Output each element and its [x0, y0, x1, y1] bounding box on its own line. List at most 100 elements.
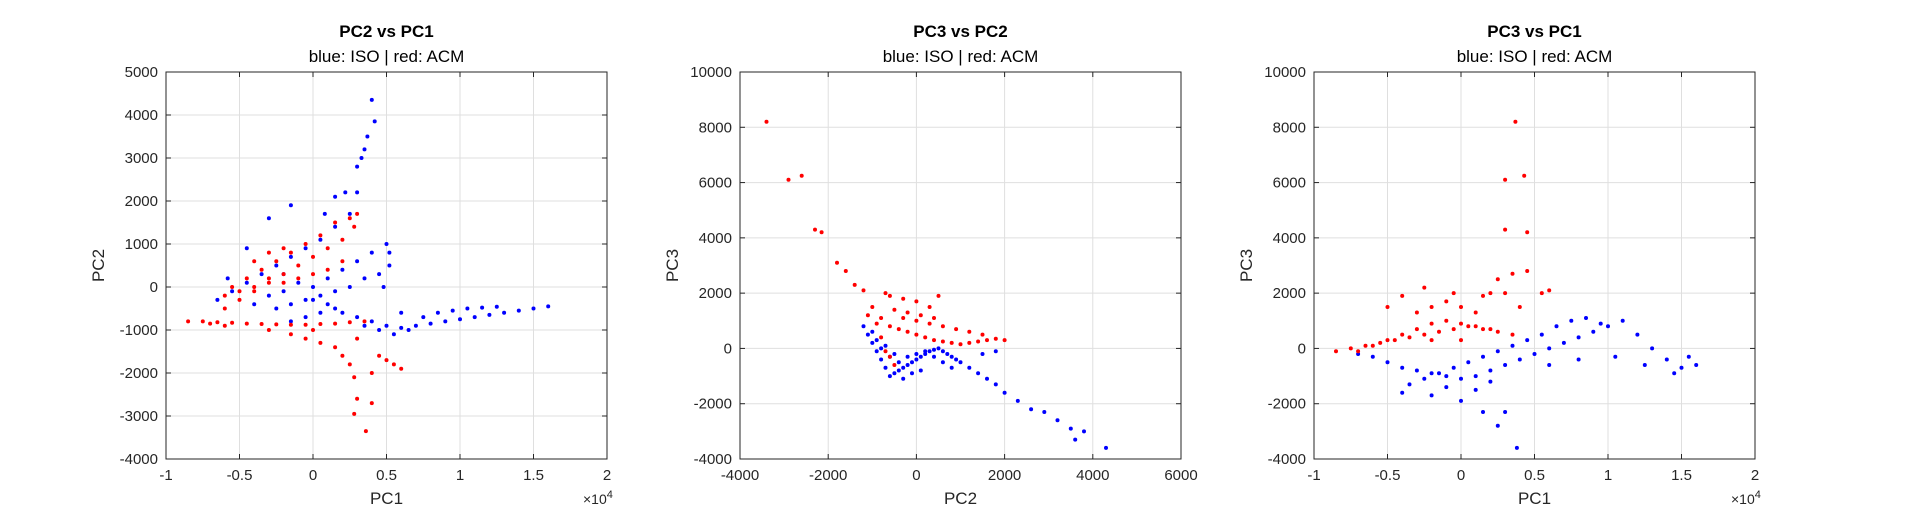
data-point	[244, 246, 249, 251]
data-point	[1029, 407, 1034, 412]
x-exponent-power: 4	[607, 489, 613, 501]
data-point	[940, 324, 945, 329]
data-point	[1002, 390, 1007, 395]
data-point	[1495, 349, 1500, 354]
data-point	[347, 320, 352, 325]
data-point	[936, 346, 941, 351]
data-point	[861, 288, 866, 293]
y-tick-label: 4000	[699, 230, 732, 247]
data-point	[1488, 327, 1493, 332]
data-point	[905, 363, 910, 367]
data-point	[1503, 363, 1508, 367]
y-tick-label: 5000	[125, 64, 158, 81]
data-point	[954, 327, 959, 332]
data-point	[1576, 335, 1581, 340]
data-point	[870, 305, 875, 309]
data-point	[325, 267, 330, 272]
x-tick-label: -2000	[809, 467, 847, 484]
data-point	[266, 328, 271, 332]
chart-title: PC2 vs PC1	[339, 22, 434, 41]
x-axis-label: PC1	[1518, 489, 1551, 508]
data-point	[443, 319, 448, 324]
data-point	[1429, 321, 1434, 326]
data-point	[391, 362, 396, 367]
data-point	[940, 339, 945, 344]
data-point	[311, 254, 315, 259]
y-tick-label: 0	[1298, 340, 1306, 357]
y-tick-label: 0	[150, 279, 158, 296]
data-point	[910, 371, 914, 376]
data-point	[1517, 305, 1522, 309]
data-point	[303, 242, 308, 246]
data-point	[879, 346, 884, 351]
data-point	[230, 289, 235, 294]
y-tick-label: 8000	[1273, 119, 1306, 136]
data-point	[303, 297, 308, 302]
data-point	[883, 365, 888, 370]
chart-subtitle: blue: ISO | red: ACM	[1457, 47, 1613, 66]
data-point	[1459, 376, 1463, 381]
data-point	[932, 316, 936, 320]
data-point	[1414, 310, 1419, 315]
data-point	[186, 319, 191, 324]
data-point	[259, 267, 264, 272]
data-point	[369, 250, 374, 255]
series-2	[764, 119, 1007, 367]
data-point	[1561, 340, 1566, 345]
data-point	[352, 375, 357, 380]
data-point	[472, 315, 477, 320]
data-point	[311, 297, 315, 302]
data-point	[914, 318, 919, 323]
data-point	[1392, 338, 1397, 343]
data-point	[927, 321, 932, 326]
data-point	[1591, 329, 1596, 334]
data-point	[288, 203, 293, 208]
data-point	[1576, 357, 1581, 362]
data-point	[352, 411, 357, 416]
subplot-2: -4000 -2000 0 2000 4000 6000 -4000 -2000 0 2000 40…	[663, 22, 1198, 508]
data-point	[274, 306, 279, 311]
data-point	[1414, 327, 1419, 332]
data-point	[531, 306, 536, 311]
data-point	[892, 307, 897, 312]
data-point	[1422, 285, 1427, 290]
data-point	[303, 336, 308, 341]
data-point	[1422, 332, 1427, 337]
data-point	[1002, 338, 1007, 343]
y-tick-label: 2000	[125, 193, 158, 210]
data-point	[923, 335, 928, 340]
data-point	[927, 349, 932, 354]
data-point	[940, 349, 945, 354]
data-point	[1459, 398, 1463, 403]
data-point	[949, 365, 954, 370]
y-tick-label: -3000	[120, 408, 158, 425]
data-point	[874, 321, 879, 326]
data-point	[333, 321, 338, 326]
x-tick-label: -1	[1307, 467, 1320, 484]
x-tick-label: -0.5	[227, 467, 253, 484]
data-point	[1547, 363, 1552, 367]
data-point	[259, 322, 264, 326]
data-point	[1547, 346, 1552, 351]
data-point	[281, 289, 286, 294]
data-point	[1481, 354, 1485, 359]
y-tick-label: 0	[724, 340, 732, 357]
data-point	[222, 293, 227, 298]
data-point	[369, 319, 374, 324]
x-tick-label: 0	[912, 467, 920, 484]
data-point	[377, 328, 382, 332]
data-point	[318, 322, 323, 326]
x-tick-label: 2000	[988, 467, 1021, 484]
data-point	[879, 316, 884, 320]
data-point	[1451, 327, 1456, 332]
data-point	[1503, 410, 1508, 414]
data-point	[333, 194, 338, 199]
data-point	[281, 246, 286, 251]
data-point	[874, 349, 879, 354]
data-point	[967, 340, 972, 345]
data-point	[985, 338, 989, 343]
data-point	[1451, 365, 1456, 370]
y-tick-label: -2000	[694, 396, 732, 413]
data-point	[879, 335, 884, 340]
data-point	[274, 259, 279, 264]
